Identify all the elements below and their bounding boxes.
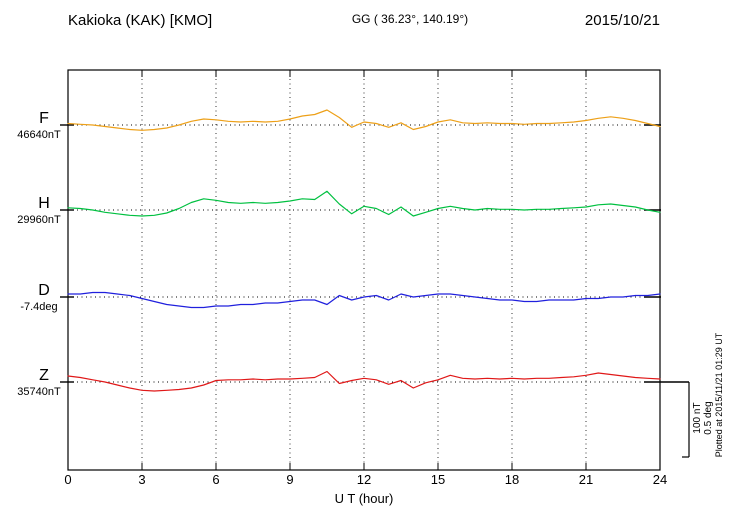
- series-baseline-Z: 35740nT: [17, 386, 61, 398]
- date-label: 2015/10/21: [585, 12, 660, 29]
- series-baseline-H: 29960nT: [17, 214, 61, 226]
- series-letter-Z: Z: [39, 367, 49, 384]
- x-tick-label: 3: [138, 472, 145, 487]
- plot-frame: [67, 69, 661, 471]
- trace-Z: [67, 370, 661, 392]
- scale-nt-label: 100 nT: [692, 402, 703, 433]
- trace-F: [67, 109, 661, 131]
- series-letter-H: H: [38, 195, 50, 212]
- plotted-at-note: Plotted at 2015/11/21 01:29 UT: [714, 332, 724, 457]
- x-tick-label: 21: [579, 472, 593, 487]
- station-title: Kakioka (KAK) [KMO]: [68, 12, 212, 29]
- x-tick-label: 9: [286, 472, 293, 487]
- scale-deg-label: 0.5 deg: [703, 401, 714, 434]
- series-letter-D: D: [38, 282, 50, 299]
- axis-layer: 0 3 6 9 12 15 18 21 24: [64, 472, 667, 487]
- x-tick-label: 15: [431, 472, 445, 487]
- x-tick-label: 0: [64, 472, 71, 487]
- trace-H: [67, 190, 661, 217]
- x-axis-title: U T (hour): [335, 491, 394, 506]
- x-tick-label: 18: [505, 472, 519, 487]
- series-letter-F: F: [39, 110, 49, 127]
- grid-layer: [60, 70, 689, 470]
- series-baseline-F: 46640nT: [17, 129, 61, 141]
- series-baseline-D: -7.4deg: [20, 301, 57, 313]
- x-tick-label: 24: [653, 472, 667, 487]
- trace-D: [67, 291, 661, 309]
- x-tick-label: 12: [357, 472, 371, 487]
- x-tick-label: 6: [212, 472, 219, 487]
- traces-layer: [67, 109, 661, 392]
- coordinates-label: GG ( 36.23°, 140.19°): [352, 12, 468, 26]
